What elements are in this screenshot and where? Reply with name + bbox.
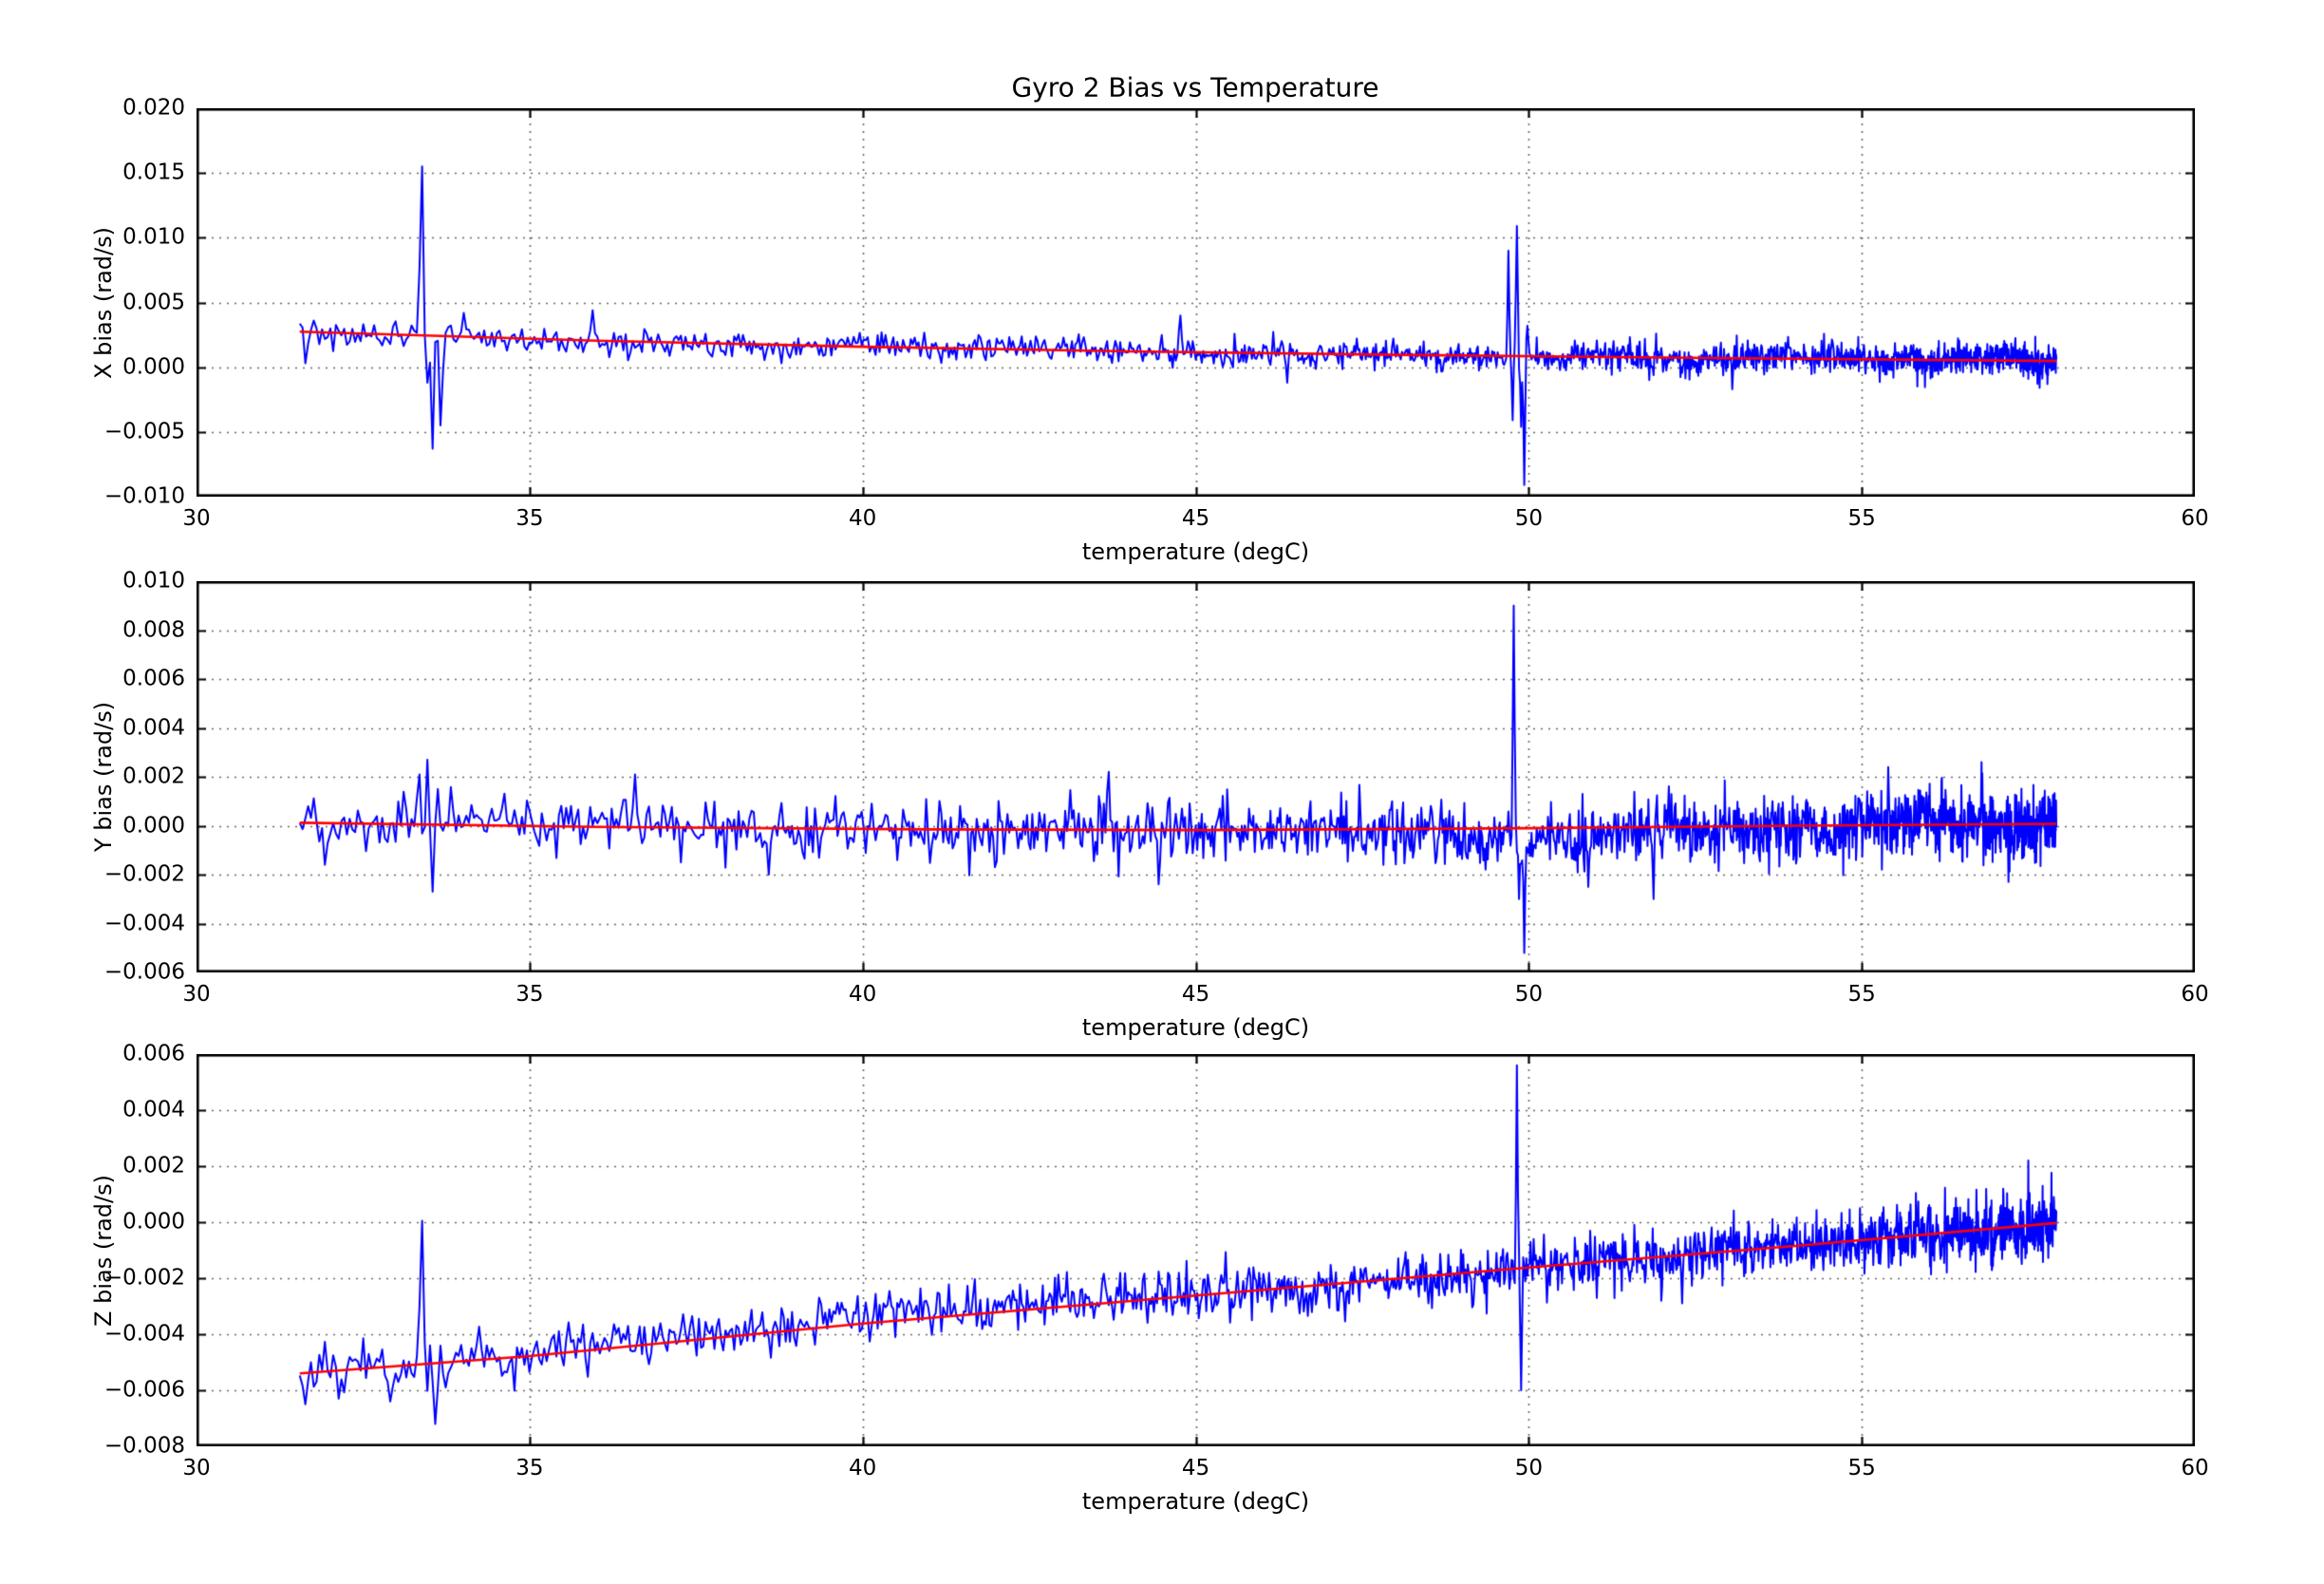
ytick-label: 0.020	[122, 95, 185, 121]
x-axis-label: temperature (degC)	[1081, 1014, 1310, 1041]
xtick-label: 50	[1514, 1456, 1543, 1480]
y-axis-label: Z bias (rad/s)	[90, 1174, 117, 1327]
xtick-label: 45	[1181, 982, 1210, 1007]
x-axis-label: temperature (degC)	[1081, 1488, 1310, 1515]
ytick-label: −0.006	[103, 959, 185, 985]
ytick-label: 0.004	[122, 1097, 185, 1122]
ytick-label: −0.008	[103, 1433, 185, 1459]
y-bias-plot-canvas	[197, 581, 2195, 972]
ytick-label: −0.006	[103, 1377, 185, 1403]
y-axis-label: Y bias (rad/s)	[90, 701, 117, 853]
ytick-label: −0.002	[103, 861, 185, 887]
x-bias-plot-canvas	[197, 108, 2195, 497]
xtick-label: 35	[515, 506, 544, 531]
xtick-label: 45	[1181, 506, 1210, 531]
xtick-label: 60	[2181, 1456, 2209, 1480]
z-bias-subplot: Z bias (rad/s) 0.006 0.004 0.002 0.000 −…	[90, 1043, 2209, 1515]
xtick-label: 50	[1514, 506, 1543, 531]
xtick-label: 55	[1847, 506, 1876, 531]
xtick-label: 40	[849, 506, 877, 531]
ytick-label: −0.004	[103, 1321, 185, 1347]
xtick-label: 35	[515, 1456, 544, 1480]
ytick-label: −0.010	[103, 483, 185, 509]
ytick-label: −0.005	[103, 419, 185, 444]
xtick-label: 30	[182, 1456, 211, 1480]
ytick-label: 0.000	[122, 354, 185, 380]
xtick-label: 40	[849, 1456, 877, 1480]
xtick-label: 35	[515, 982, 544, 1007]
xtick-label: 55	[1847, 982, 1876, 1007]
ytick-label: 0.005	[122, 290, 185, 314]
ytick-label: 0.006	[122, 1041, 185, 1066]
xtick-label: 60	[2181, 982, 2209, 1007]
ytick-label: 0.010	[122, 224, 185, 250]
ytick-label: 0.008	[122, 617, 185, 642]
xtick-label: 50	[1514, 982, 1543, 1007]
ytick-label: −0.002	[103, 1265, 185, 1291]
xtick-label: 30	[182, 506, 211, 531]
y-axis-label: X bias (rad/s)	[90, 226, 117, 379]
ytick-label: 0.015	[122, 160, 185, 185]
xtick-label: 60	[2181, 506, 2209, 531]
ytick-label: 0.010	[122, 568, 185, 594]
ytick-label: −0.004	[103, 911, 185, 935]
y-bias-subplot: Y bias (rad/s) 0.010 0.008 0.006 0.004 0…	[90, 570, 2209, 1041]
x-bias-subplot: X bias (rad/s) 0.020 0.015 0.010 0.005 0…	[90, 97, 2209, 565]
xtick-label: 30	[182, 982, 211, 1007]
ytick-label: 0.000	[122, 813, 185, 838]
ytick-label: 0.006	[122, 666, 185, 691]
ytick-label: 0.002	[122, 764, 185, 789]
ytick-label: 0.000	[122, 1209, 185, 1235]
ytick-label: 0.004	[122, 715, 185, 740]
xtick-label: 40	[849, 982, 877, 1007]
ytick-label: 0.002	[122, 1153, 185, 1179]
x-axis-label: temperature (degC)	[1081, 538, 1310, 565]
xtick-label: 55	[1847, 1456, 1876, 1480]
xtick-label: 45	[1181, 1456, 1210, 1480]
figure-title: Gyro 2 Bias vs Temperature	[1011, 71, 1379, 104]
z-bias-plot-canvas	[197, 1054, 2195, 1446]
